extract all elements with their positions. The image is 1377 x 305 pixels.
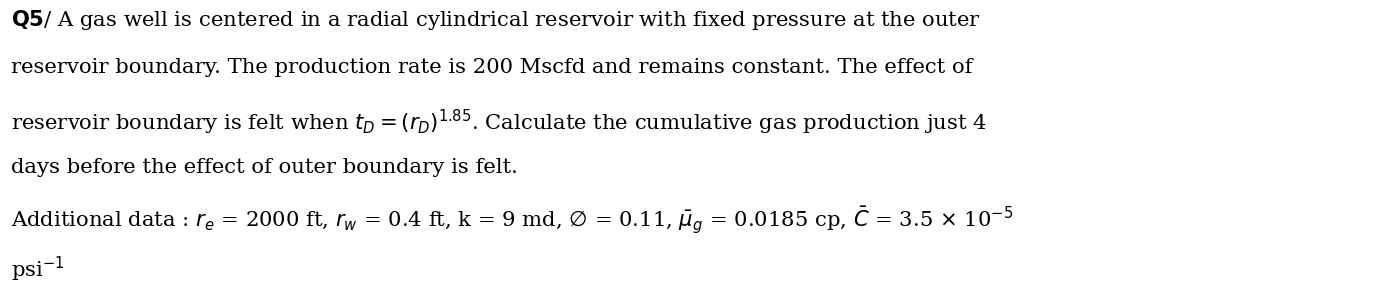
Text: reservoir boundary is felt when $t_D = (r_D)^{1.85}$. Calculate the cumulative g: reservoir boundary is felt when $t_D = (… (11, 108, 987, 137)
Text: $\mathbf{Q5}$/ A gas well is centered in a radial cylindrical reservoir with fix: $\mathbf{Q5}$/ A gas well is centered in… (11, 8, 980, 32)
Text: reservoir boundary. The production rate is 200 Mscfd and remains constant. The e: reservoir boundary. The production rate … (11, 58, 972, 77)
Text: Additional data : $r_e$ = 2000 ft, $r_w$ = 0.4 ft, k = 9 md, $\varnothing$ = 0.1: Additional data : $r_e$ = 2000 ft, $r_w$… (11, 205, 1013, 236)
Text: psi$^{-1}$: psi$^{-1}$ (11, 255, 65, 284)
Text: days before the effect of outer boundary is felt.: days before the effect of outer boundary… (11, 158, 518, 177)
